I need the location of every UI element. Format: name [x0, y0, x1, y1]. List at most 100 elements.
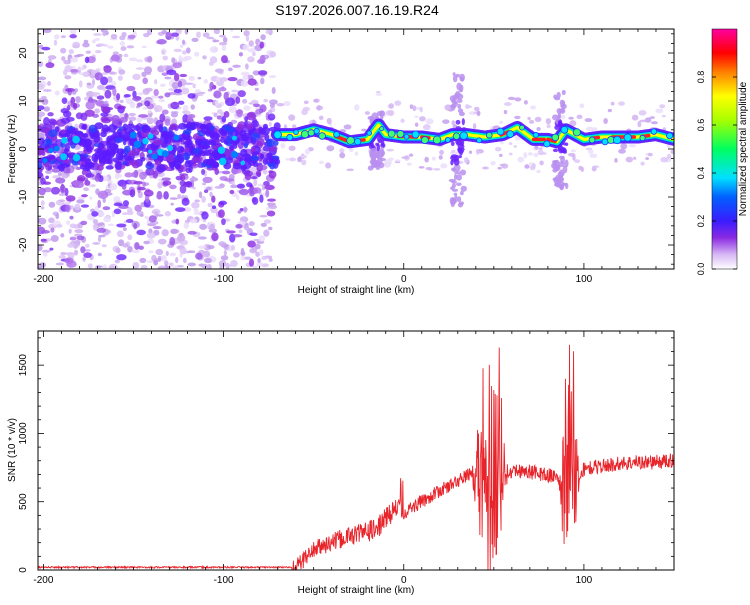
- spectrogram-energy-blob: [170, 102, 179, 109]
- spectrogram-noise-blob: [499, 121, 503, 124]
- spectrogram-burst-blob: [462, 118, 465, 125]
- spectrogram-noise-blob: [122, 243, 128, 247]
- spectrogram-noise-blob: [439, 150, 444, 155]
- spectrogram-energy-blob: [179, 74, 187, 77]
- spectrogram-noise-blob: [477, 111, 481, 117]
- spectrogram-energy-blob: [218, 209, 225, 218]
- spectrogram-xtick-label: -100: [214, 274, 234, 285]
- spectrogram-noise-blob: [285, 158, 289, 161]
- spectrogram-noise-blob: [244, 226, 249, 231]
- spectrogram-noise-blob: [509, 153, 513, 156]
- spectrogram-noise-blob: [154, 260, 158, 265]
- spectrogram-noise-blob: [165, 211, 171, 216]
- spectrogram-noise-blob: [128, 117, 136, 122]
- spectrogram-burst-blob: [458, 149, 464, 154]
- spectrogram-energy-blob: [178, 101, 184, 105]
- spectrogram-energy-blob: [172, 62, 182, 68]
- spectrogram-noise-blob: [51, 235, 59, 242]
- spectrogram-noise-blob: [300, 154, 307, 158]
- spectrogram-energy-blob: [169, 185, 177, 190]
- spectrogram-noise-blob: [61, 35, 66, 38]
- spectrogram-noise-blob: [476, 149, 479, 155]
- spectrogram-energy-blob: [103, 65, 111, 73]
- spectrogram-noise-blob: [119, 35, 125, 40]
- spectrogram-band-blob: [185, 160, 191, 167]
- spectrogram-noise-blob: [142, 46, 147, 48]
- spectrogram-energy-blob: [219, 201, 227, 205]
- spectrogram-noise-blob: [90, 184, 95, 187]
- spectrogram-noise-blob: [495, 147, 502, 151]
- spectrogram-ridge-spot: [433, 136, 441, 144]
- spectrogram-band-blob: [146, 161, 152, 166]
- spectrogram-energy-blob: [212, 205, 216, 209]
- spectrogram-noise-blob: [184, 222, 189, 229]
- spectrogram-band-blob: [260, 154, 264, 159]
- colorbar-tick-label: 0.2: [696, 215, 706, 228]
- spectrogram-noise-blob: [147, 260, 154, 263]
- spectrogram-energy-blob: [80, 221, 87, 225]
- spectrogram-band-blob: [191, 156, 201, 163]
- spectrogram-noise-blob: [206, 37, 214, 40]
- spectrogram-energy-blob: [222, 171, 230, 175]
- spectrogram-noise-blob: [242, 75, 248, 80]
- spectrogram-noise-blob: [110, 183, 117, 190]
- spectrogram-noise-blob: [143, 88, 150, 95]
- spectrogram-energy-blob: [188, 93, 196, 99]
- spectrogram-noise-blob: [79, 72, 83, 76]
- spectrogram-burst-blob: [459, 112, 465, 117]
- spectrogram-energy-blob: [224, 111, 230, 118]
- spectrogram-noise-blob: [539, 161, 543, 166]
- spectrogram-energy-blob: [49, 248, 53, 251]
- spectrogram-noise-blob: [432, 157, 436, 161]
- spectrogram-energy-blob: [253, 187, 261, 193]
- spectrogram-noise-blob: [192, 83, 195, 88]
- spectrogram-noise-blob: [389, 103, 394, 109]
- spectrogram-noise-blob: [230, 185, 238, 188]
- spectrogram-noise-blob: [191, 104, 195, 109]
- spectrogram-noise-blob: [269, 258, 273, 262]
- spectrogram-energy-blob: [122, 184, 127, 190]
- spectrogram-energy-blob: [169, 237, 175, 246]
- spectrogram-noise-blob: [158, 239, 167, 245]
- spectrogram-noise-blob: [160, 84, 166, 88]
- spectrogram-noise-blob: [158, 256, 161, 262]
- spectrogram-noise-blob: [136, 67, 144, 69]
- spectrogram-ridge-spot: [412, 131, 419, 138]
- spectrogram-burst-blob: [552, 161, 558, 164]
- spectrogram-noise-blob: [527, 117, 531, 120]
- spectrogram-ridge-spot: [308, 130, 314, 136]
- spectrogram-noise-blob: [249, 221, 255, 226]
- spectrogram-noise-blob: [171, 112, 178, 117]
- spectrogram-energy-blob: [114, 209, 122, 215]
- spectrogram-energy-blob: [133, 223, 137, 230]
- spectrogram-band-blob: [140, 147, 149, 151]
- spectrogram-energy-blob: [116, 223, 126, 227]
- spectrogram-energy-blob: [81, 204, 89, 207]
- spectrogram-noise-blob: [175, 257, 178, 263]
- spectrogram-ridge-spot: [552, 134, 559, 141]
- spectrogram-hot-spot: [134, 141, 141, 148]
- spectrogram-noise-blob: [269, 205, 277, 210]
- spectrogram-noise-blob: [74, 229, 83, 233]
- spectrogram-energy-blob: [50, 227, 54, 232]
- spectrogram-energy-blob: [111, 115, 120, 124]
- spectrogram-ytick-label: -10: [18, 189, 29, 204]
- spectrogram-burst-blob: [451, 197, 456, 205]
- spectrogram-noise-blob: [529, 120, 534, 124]
- snr-xtick-label: -100: [214, 575, 234, 586]
- spectrogram-noise-blob: [530, 165, 536, 170]
- spectrogram-noise-blob: [103, 264, 107, 271]
- spectrogram-noise-blob: [89, 197, 92, 200]
- spectrogram-noise-blob: [419, 116, 426, 121]
- spectrogram-hot-spot: [232, 136, 237, 141]
- spectrogram-ridge-spot: [274, 131, 282, 139]
- spectrogram-noise-blob: [37, 84, 44, 90]
- spectrogram-noise-blob: [620, 143, 627, 149]
- spectrogram-hot-spot: [162, 150, 169, 157]
- spectrogram-noise-blob: [240, 252, 245, 256]
- spectrogram-burst-blob: [454, 193, 458, 196]
- spectrogram-band-blob: [227, 127, 235, 133]
- spectrogram-band-blob: [74, 131, 84, 136]
- spectrogram-band-blob: [85, 163, 91, 172]
- spectrogram-ridge-spot: [453, 133, 460, 140]
